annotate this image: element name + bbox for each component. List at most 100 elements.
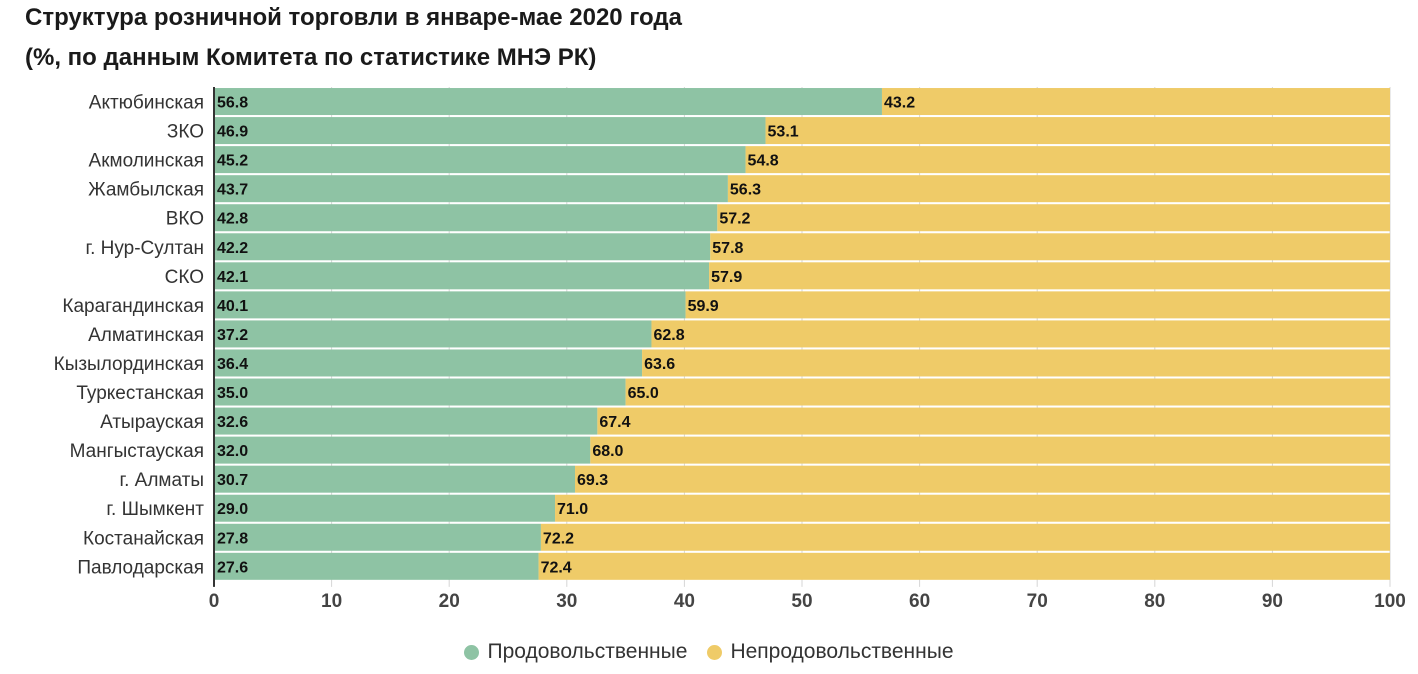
chart-legend: Продовольственные Непродовольственные: [0, 640, 1418, 664]
chart-title: Структура розничной торговли в январе-ма…: [25, 4, 682, 31]
category-label: Жамбылская: [88, 180, 204, 201]
value-label-food: 29.0: [217, 501, 248, 518]
x-tick-label: 10: [321, 591, 342, 612]
bar-food: [214, 88, 882, 116]
category-label: ЗКО: [167, 122, 204, 143]
value-label-nonfood: 54.8: [748, 153, 779, 170]
value-label-nonfood: 43.2: [884, 95, 915, 112]
bar-food: [214, 523, 541, 551]
value-label-food: 30.7: [217, 472, 248, 489]
value-label-food: 27.8: [217, 530, 248, 547]
value-label-food: 40.1: [217, 298, 248, 315]
value-label-food: 42.8: [217, 211, 248, 228]
category-label: Карагандинская: [62, 296, 204, 317]
value-label-food: 46.9: [217, 124, 248, 141]
bar-food: [214, 436, 591, 464]
category-label: Костанайская: [83, 528, 204, 549]
value-label-nonfood: 63.6: [644, 356, 675, 373]
category-label: г. Нур-Султан: [85, 238, 204, 259]
value-label-nonfood: 56.3: [730, 182, 761, 199]
bar-nonfood: [765, 117, 1390, 145]
bar-nonfood: [685, 291, 1390, 319]
category-label: Алматинская: [88, 325, 204, 346]
legend-label-nonfood: Непродовольственные: [730, 640, 954, 663]
bar-food: [214, 465, 576, 493]
bar-food: [214, 233, 711, 261]
category-label: г. Алматы: [120, 470, 205, 491]
value-label-nonfood: 57.9: [711, 269, 742, 286]
category-label: Акмолинская: [89, 151, 204, 172]
legend-swatch-food: [464, 644, 480, 660]
bar-nonfood: [625, 378, 1390, 406]
bar-food: [214, 291, 686, 319]
category-label: Атырауская: [100, 412, 204, 433]
value-label-food: 32.6: [217, 414, 248, 431]
bar-food: [214, 175, 728, 203]
category-label: Туркестанская: [76, 383, 204, 404]
bar-food: [214, 407, 598, 435]
x-tick-label: 50: [791, 591, 812, 612]
bar-nonfood: [745, 146, 1390, 174]
value-label-nonfood: 69.3: [577, 472, 608, 489]
bar-food: [214, 146, 746, 174]
value-label-nonfood: 59.9: [688, 298, 719, 315]
value-label-nonfood: 68.0: [592, 443, 623, 460]
bar-nonfood: [590, 436, 1390, 464]
value-label-food: 42.1: [217, 269, 248, 286]
value-label-food: 27.6: [217, 559, 248, 576]
bar-nonfood: [709, 262, 1390, 290]
bar-food: [214, 552, 539, 580]
bar-nonfood: [538, 552, 1390, 580]
value-label-food: 56.8: [217, 95, 248, 112]
bar-nonfood: [540, 523, 1390, 551]
category-label: ВКО: [166, 209, 204, 230]
legend-item-food: Продовольственные: [464, 640, 687, 664]
x-tick-label: 80: [1144, 591, 1165, 612]
category-label: Кызылординская: [54, 354, 204, 375]
value-label-nonfood: 65.0: [628, 385, 659, 402]
value-label-nonfood: 72.2: [543, 530, 574, 547]
bar-nonfood: [881, 88, 1390, 116]
chart-subtitle: (%, по данным Комитета по статистике МНЭ…: [25, 44, 597, 71]
value-label-food: 36.4: [217, 356, 248, 373]
value-label-nonfood: 67.4: [599, 414, 630, 431]
bar-food: [214, 262, 710, 290]
bar-nonfood: [717, 204, 1390, 232]
value-label-nonfood: 72.4: [541, 559, 572, 576]
x-tick-label: 20: [439, 591, 460, 612]
value-label-food: 32.0: [217, 443, 248, 460]
bar-food: [214, 320, 652, 348]
category-label: СКО: [165, 267, 204, 288]
category-label: Мангыстауская: [70, 441, 204, 462]
x-tick-label: 100: [1374, 591, 1406, 612]
value-label-food: 42.2: [217, 240, 248, 257]
value-label-nonfood: 53.1: [768, 124, 799, 141]
value-label-nonfood: 57.2: [719, 211, 750, 228]
bar-food: [214, 349, 643, 377]
value-label-nonfood: 62.8: [653, 327, 684, 344]
x-tick-label: 40: [674, 591, 695, 612]
bar-nonfood: [642, 349, 1390, 377]
bar-nonfood: [555, 494, 1390, 522]
category-label: г. Шымкент: [106, 499, 204, 520]
legend-swatch-nonfood: [707, 644, 723, 660]
bar-food: [214, 117, 766, 145]
bar-nonfood: [710, 233, 1390, 261]
value-label-food: 43.7: [217, 182, 248, 199]
bar-nonfood: [651, 320, 1390, 348]
legend-label-food: Продовольственные: [487, 640, 688, 663]
value-label-food: 45.2: [217, 153, 248, 170]
bar-food: [214, 204, 718, 232]
bar-food: [214, 378, 626, 406]
value-label-food: 35.0: [217, 385, 248, 402]
x-tick-label: 60: [909, 591, 930, 612]
value-label-nonfood: 71.0: [557, 501, 588, 518]
category-label: Актюбинская: [89, 93, 204, 114]
x-tick-label: 30: [556, 591, 577, 612]
bar-nonfood: [597, 407, 1390, 435]
x-tick-label: 70: [1027, 591, 1048, 612]
value-label-nonfood: 57.8: [712, 240, 743, 257]
value-label-food: 37.2: [217, 327, 248, 344]
legend-item-nonfood: Непродовольственные: [707, 640, 954, 664]
